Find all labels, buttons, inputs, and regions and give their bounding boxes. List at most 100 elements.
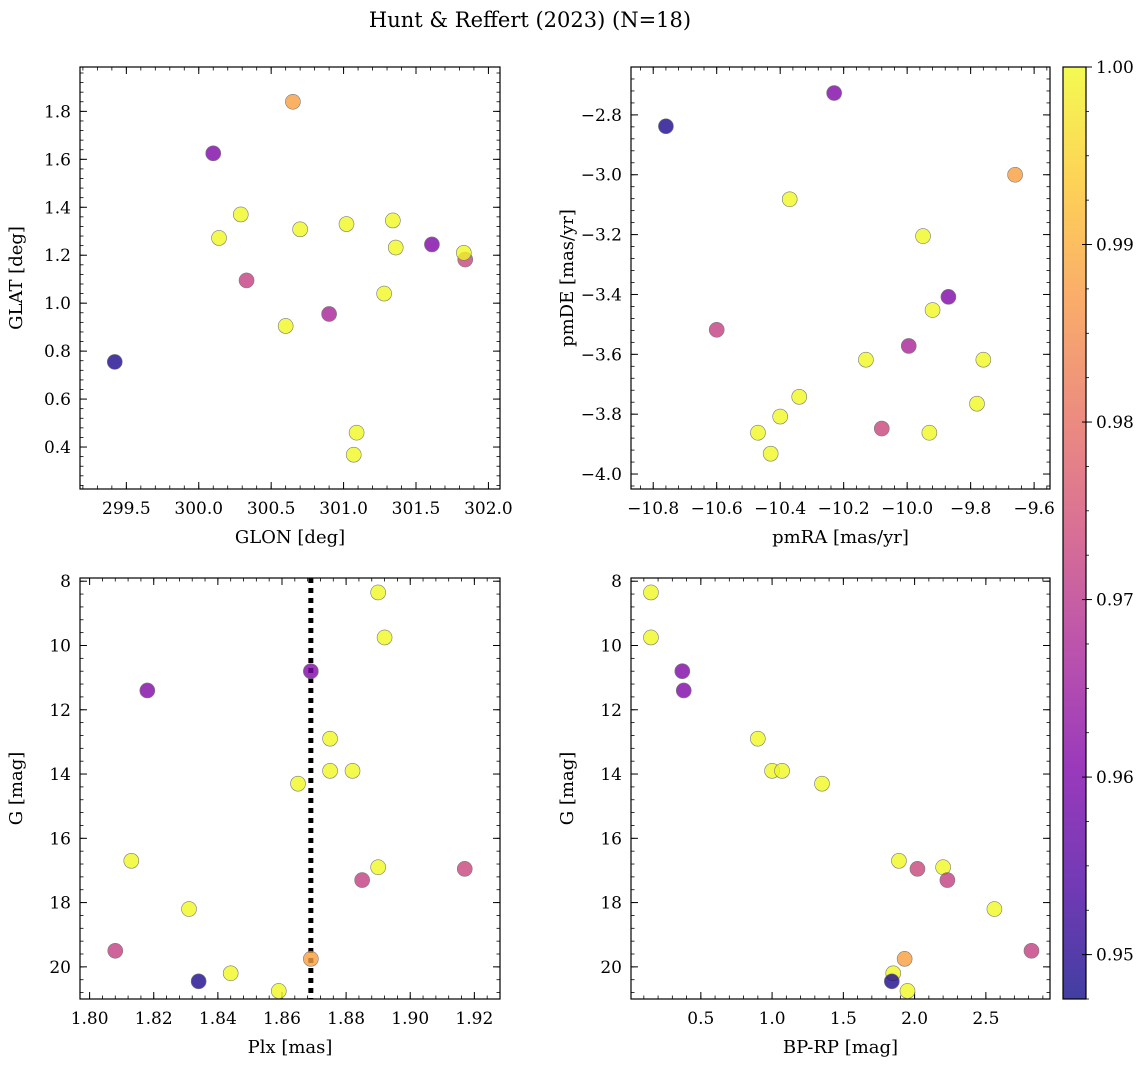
data-point — [190, 973, 207, 990]
y-axis-label: pmDE [mas/yr] — [557, 209, 578, 347]
data-point — [774, 763, 790, 779]
y-tick-label: 14 — [49, 765, 71, 785]
data-point — [322, 730, 338, 747]
data-point — [969, 395, 985, 412]
plot-frame — [79, 577, 501, 1000]
y-tick-label: 16 — [49, 829, 71, 849]
data-point — [643, 629, 659, 646]
x-tick-label: 302.0 — [464, 499, 513, 519]
colorbar-tick-label: 0.98 — [1096, 413, 1134, 433]
data-point — [292, 221, 308, 238]
data-point — [675, 682, 692, 699]
x-tick-label: −10.8 — [627, 499, 679, 519]
y-tick-label: −2.8 — [581, 106, 622, 126]
data-point — [285, 93, 301, 110]
data-point — [924, 302, 941, 318]
colorbar-gradient — [1063, 67, 1086, 999]
data-point — [387, 239, 404, 256]
y-tick-label: 20 — [600, 958, 622, 978]
data-point — [915, 228, 931, 244]
data-point — [376, 285, 392, 302]
data-point — [826, 85, 842, 101]
x-axis-label: Plx [mas] — [248, 1037, 333, 1058]
x-tick-label: 2.0 — [901, 1009, 928, 1029]
x-tick-label: −10.2 — [818, 499, 870, 519]
data-point — [370, 859, 386, 876]
y-tick-label: 18 — [49, 894, 71, 914]
data-point — [322, 763, 338, 779]
x-tick-label: 299.5 — [102, 499, 151, 519]
data-point — [338, 216, 355, 232]
x-tick-label: 1.90 — [391, 1009, 429, 1029]
data-point — [940, 289, 957, 305]
panel-1: 299.5 300.0 300.5 301.0 301.5 302.0 0.4 0.6 0.8 1… — [6, 66, 513, 548]
x-tick-label: −10.4 — [754, 499, 806, 519]
colorbar-frame — [1062, 66, 1087, 1000]
data-point — [1007, 166, 1023, 183]
x-tick-label: 1.86 — [263, 1009, 301, 1029]
data-point — [791, 389, 808, 405]
x-tick-label: 1.82 — [135, 1009, 173, 1029]
chart-title: Hunt & Reffert (2023) (N=18) — [369, 8, 691, 32]
x-tick-label: −10.0 — [881, 499, 933, 519]
data-point — [750, 424, 766, 441]
x-tick-label: 1.92 — [455, 1009, 493, 1029]
y-tick-label: −3.2 — [581, 226, 622, 246]
data-point — [106, 354, 123, 370]
data-point — [814, 775, 830, 792]
data-point — [708, 321, 725, 338]
y-tick-label: 20 — [49, 958, 71, 978]
y-axis-label: GLAT [deg] — [6, 226, 27, 330]
panel-2: −10.8 −10.6 −10.4 −10.2 −10.0 −9.8 −9.6 −4.0 −3.… — [557, 66, 1055, 548]
y-tick-label: 12 — [49, 701, 71, 721]
x-tick-label: 300.5 — [247, 499, 296, 519]
y-tick-label: 8 — [611, 572, 622, 592]
y-tick-label: 12 — [600, 701, 622, 721]
y-tick-label: 16 — [600, 829, 622, 849]
y-tick-label: 8 — [60, 572, 71, 592]
x-tick-label: 1.0 — [759, 1009, 786, 1029]
data-point — [900, 338, 917, 354]
data-point — [385, 212, 401, 229]
colorbar-tick-label: 1.00 — [1096, 58, 1134, 78]
data-point — [674, 663, 691, 679]
data-point — [348, 424, 365, 441]
x-axis-label: pmRA [mas/yr] — [772, 527, 909, 548]
data-point — [873, 420, 890, 437]
y-tick-label: 1.6 — [44, 150, 71, 170]
x-tick-label: 1.88 — [327, 1009, 365, 1029]
y-tick-label: −3.0 — [581, 166, 622, 186]
colorbar: 0.95 0.96 0.97 0.98 0.99 1.00 — [1062, 58, 1134, 1000]
data-point — [781, 191, 798, 208]
data-point — [139, 682, 156, 699]
data-point — [181, 901, 197, 917]
y-tick-label: 10 — [600, 636, 622, 656]
y-axis-label: G [mag] — [6, 752, 27, 825]
data-point — [975, 351, 992, 368]
data-point — [232, 206, 249, 223]
data-point — [270, 983, 287, 999]
colorbar-tick-label: 0.99 — [1096, 236, 1134, 256]
data-point — [909, 861, 926, 877]
plot-frame — [79, 66, 501, 490]
panels: 299.5 300.0 300.5 301.0 301.5 302.0 0.4 0.6 0.8 1… — [6, 66, 1055, 1058]
data-point — [891, 853, 907, 869]
y-tick-label: 1.8 — [44, 102, 71, 122]
data-point — [211, 230, 227, 246]
x-tick-label: 301.0 — [319, 499, 368, 519]
data-point — [376, 629, 393, 646]
x-axis-label: BP-RP [mag] — [783, 1037, 898, 1058]
data-point — [222, 965, 239, 982]
data-point — [277, 318, 294, 334]
plot-frame — [630, 577, 1051, 1000]
y-tick-label: −3.8 — [581, 405, 622, 425]
y-tick-label: 0.4 — [44, 438, 71, 458]
data-point — [345, 446, 362, 463]
panel-3: 1.80 1.82 1.84 1.86 1.88 1.90 1.92 8 10 12 14 16 18 2… — [6, 572, 501, 1058]
x-tick-label: 301.5 — [392, 499, 441, 519]
data-point — [354, 872, 370, 888]
x-tick-label: 2.5 — [972, 1009, 999, 1029]
data-point — [321, 306, 337, 322]
x-tick-label: 300.0 — [174, 499, 223, 519]
x-tick-label: 1.84 — [199, 1009, 237, 1029]
